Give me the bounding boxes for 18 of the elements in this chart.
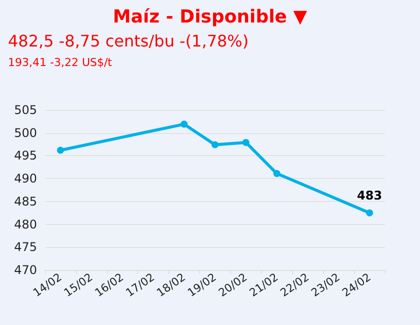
y-tick-label: 475 <box>14 240 37 254</box>
text: 193,41 -3,22 US$/t <box>8 56 113 69</box>
point <box>273 170 280 178</box>
y-tick-label: 490 <box>14 172 37 186</box>
y-tick-label: 480 <box>14 217 37 232</box>
y-tick-label: 500 <box>14 126 37 140</box>
y-tick-label: 505 <box>14 103 37 117</box>
chart-title: Maíz - Disponible ▼ <box>112 6 308 28</box>
y-tick-label: 495 <box>14 148 37 163</box>
point <box>180 120 188 128</box>
chart-subtitle: 482,5 -8,75 cents/bu -(1,78%) <box>8 32 249 50</box>
point <box>242 138 250 146</box>
y-tick-label: 470 <box>14 263 37 277</box>
point <box>212 141 218 148</box>
point <box>366 209 374 216</box>
data-label: 483 <box>357 188 382 202</box>
y-tick-label: 485 <box>14 194 37 208</box>
point <box>56 146 64 154</box>
